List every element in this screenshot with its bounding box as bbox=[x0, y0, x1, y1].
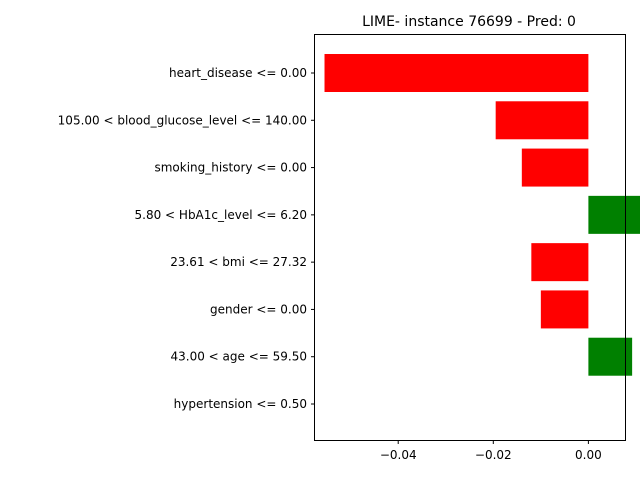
bar-smoking-history-0-00 bbox=[521, 148, 589, 187]
y-tick-label: smoking_history <= 0.00 bbox=[154, 161, 307, 175]
y-tick-label: heart_disease <= 0.00 bbox=[169, 66, 307, 80]
y-tick-label: 23.61 < bmi <= 27.32 bbox=[170, 255, 307, 269]
x-tick-label: −0.02 bbox=[475, 448, 512, 462]
bar-gender-0-00 bbox=[540, 290, 589, 329]
bars-group bbox=[324, 54, 640, 376]
bar-heart-disease-0-00 bbox=[324, 54, 589, 92]
x-ticks: −0.04 −0.02 0.00 bbox=[380, 440, 602, 462]
y-tick-label: gender <= 0.00 bbox=[210, 302, 307, 316]
plot-frame bbox=[314, 34, 626, 441]
bar-5-80-hba1c-level-6-20 bbox=[588, 195, 640, 234]
y-tick-labels: heart_disease <= 0.00 105.00 < blood_gluc… bbox=[58, 66, 315, 411]
y-tick-label: hypertension <= 0.50 bbox=[174, 397, 307, 411]
bar-105-00-blood-glucose-level-140-00 bbox=[495, 101, 589, 140]
bar-23-61-bmi-27-32 bbox=[531, 243, 589, 282]
y-tick-label: 105.00 < blood_glucose_level <= 140.00 bbox=[58, 113, 307, 127]
x-tick-label: 0.00 bbox=[575, 448, 602, 462]
bar-43-00-age-59-50 bbox=[588, 337, 633, 376]
x-tick-label: −0.04 bbox=[380, 448, 417, 462]
y-tick-label: 43.00 < age <= 59.50 bbox=[171, 350, 307, 364]
y-tick-label: 5.80 < HbA1c_level <= 6.20 bbox=[135, 208, 307, 222]
chart-title: LIME- instance 76699 - Pred: 0 bbox=[362, 14, 576, 30]
